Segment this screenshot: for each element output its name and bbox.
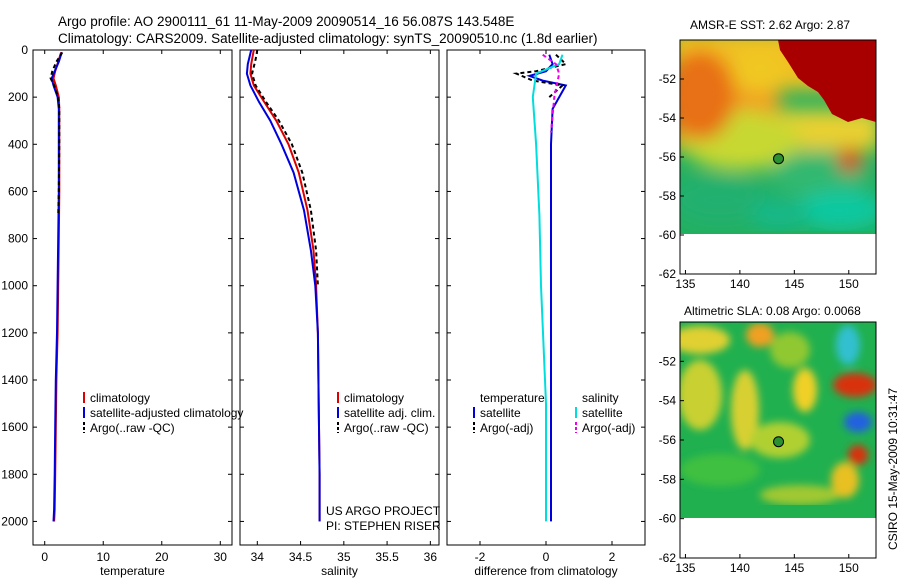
header-line-1: Argo profile: AO 2900111_61 11-May-2009 … xyxy=(58,14,515,29)
salinity-series-argo-raw-qc xyxy=(251,50,319,286)
depth-tick-label: 0 xyxy=(21,43,28,57)
depth-tick-label: 1400 xyxy=(1,373,28,387)
salinity-xtick-label: 34 xyxy=(251,550,265,564)
salinity-xtick-label: 35.5 xyxy=(375,550,399,564)
depth-tick-label: 1600 xyxy=(1,420,28,434)
difference-legend-item: satellite xyxy=(582,406,623,420)
difference-xtick-label: 2 xyxy=(609,550,616,564)
salinity-xtick-label: 34.5 xyxy=(289,550,313,564)
salinity-plot-frame xyxy=(239,49,440,546)
difference-xtick-label: -2 xyxy=(475,550,486,564)
salinity-legend-item: satellite adj. clim. xyxy=(344,406,435,420)
sst-map-xtick-label: 140 xyxy=(730,277,750,291)
sla-map-argo-marker xyxy=(773,436,785,448)
depth-tick-label: 1000 xyxy=(1,279,28,293)
difference-xlabel: difference from climatology xyxy=(474,564,617,578)
salinity-legend-item: climatology xyxy=(344,391,404,405)
difference-xtick-label: 0 xyxy=(543,550,550,564)
salinity-xlabel: salinity xyxy=(321,564,358,578)
salinity-annotation: PI: STEPHEN RISER xyxy=(326,519,441,533)
difference-legend-item: Argo(-adj) xyxy=(582,421,635,435)
difference-series-temperature-argo-adj xyxy=(512,53,568,98)
salinity-xtick-label: 35 xyxy=(337,550,351,564)
sst-map-ytick-label: -54 xyxy=(659,111,677,125)
depth-tick-label: 1800 xyxy=(1,467,28,481)
sst-map-xtick-label: 135 xyxy=(675,277,695,291)
temperature-legend-item: climatology xyxy=(90,391,150,405)
sst-map-xtick-label: 150 xyxy=(839,277,859,291)
difference-series-salinity-satellite xyxy=(531,54,564,522)
depth-tick-label: 1200 xyxy=(1,326,28,340)
sst-map-ytick-label: -62 xyxy=(659,267,677,281)
footer-timestamp: CSIRO 15-May-2009 10:31:47 xyxy=(886,387,900,550)
difference-legend-item: Argo(-adj) xyxy=(480,421,533,435)
sst-map-ytick-label: -56 xyxy=(659,150,677,164)
depth-tick-label: 2000 xyxy=(1,514,28,528)
temperature-legend-item: Argo(..raw -QC) xyxy=(90,421,175,435)
temperature-legend-item: satellite-adjusted climatology xyxy=(90,406,243,420)
sla-map-ytick-label: -54 xyxy=(659,394,677,408)
depth-tick-label: 600 xyxy=(8,184,28,198)
sst-map-image xyxy=(680,40,876,234)
temperature-xtick-label: 0 xyxy=(41,550,48,564)
sla-map-xtick-label: 135 xyxy=(675,561,695,575)
sst-map-ytick-label: -52 xyxy=(659,72,677,86)
salinity-annotation: US ARGO PROJECT xyxy=(326,504,441,518)
depth-tick-label: 400 xyxy=(8,137,28,151)
sst-map-argo-marker xyxy=(773,153,785,165)
sst-map-title: AMSR-E SST: 2.62 Argo: 2.87 xyxy=(690,18,851,32)
sla-map-xtick-label: 145 xyxy=(784,561,804,575)
difference-legend-item: satellite xyxy=(480,406,521,420)
temperature-xtick-label: 20 xyxy=(155,550,169,564)
sla-map-title: Altimetric SLA: 0.08 Argo: 0.0068 xyxy=(684,304,861,318)
sst-map-ytick-label: -58 xyxy=(659,189,677,203)
sla-map-ytick-label: -62 xyxy=(659,551,677,565)
temperature-xlabel: temperature xyxy=(100,564,165,578)
header-line-2: Climatology: CARS2009. Satellite-adjuste… xyxy=(58,31,598,46)
depth-tick-label: 800 xyxy=(8,232,28,246)
salinity-series-climatology xyxy=(249,50,321,522)
salinity-series-satellite-adj-clim xyxy=(245,50,321,522)
sst-map-ytick-label: -60 xyxy=(659,228,677,242)
sla-map-ytick-label: -56 xyxy=(659,433,677,447)
temperature-series-argo-raw-qc xyxy=(49,51,64,216)
sla-map-image xyxy=(680,322,876,518)
sla-map-ytick-label: -52 xyxy=(659,354,677,368)
sla-map-xtick-label: 150 xyxy=(839,561,859,575)
difference-series-salinity-argo-adj xyxy=(542,53,561,133)
sla-map-ytick-label: -58 xyxy=(659,472,677,486)
sla-map-xtick-label: 140 xyxy=(730,561,750,575)
difference-legend-heading: salinity xyxy=(582,391,619,405)
sst-map-xtick-label: 145 xyxy=(784,277,804,291)
salinity-xtick-label: 36 xyxy=(424,550,438,564)
temperature-plot-frame xyxy=(32,49,233,546)
difference-legend-heading: temperature xyxy=(480,391,545,405)
sla-map-ytick-label: -60 xyxy=(659,512,677,526)
temperature-xtick-label: 30 xyxy=(214,550,228,564)
depth-tick-label: 200 xyxy=(8,90,28,104)
salinity-legend-item: Argo(..raw -QC) xyxy=(344,421,429,435)
temperature-xtick-label: 10 xyxy=(97,550,111,564)
